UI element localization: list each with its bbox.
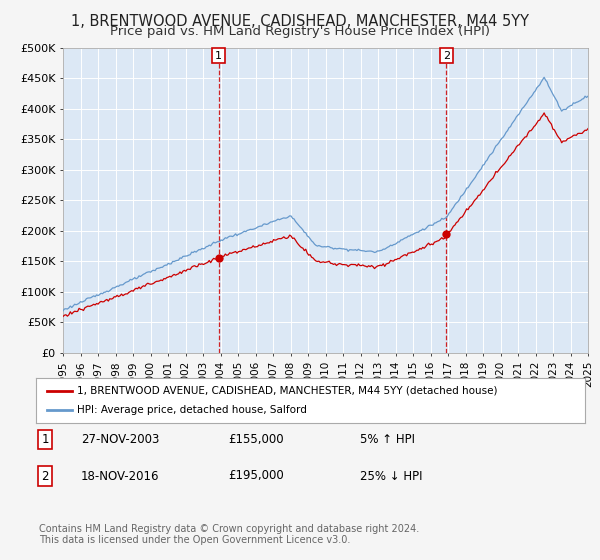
Text: 2: 2: [41, 469, 49, 483]
Text: 25% ↓ HPI: 25% ↓ HPI: [360, 469, 422, 483]
Text: £155,000: £155,000: [228, 433, 284, 446]
Text: 1, BRENTWOOD AVENUE, CADISHEAD, MANCHESTER, M44 5YY: 1, BRENTWOOD AVENUE, CADISHEAD, MANCHEST…: [71, 14, 529, 29]
Text: 2: 2: [443, 50, 450, 60]
Text: 1: 1: [215, 50, 222, 60]
Text: 5% ↑ HPI: 5% ↑ HPI: [360, 433, 415, 446]
Text: 18-NOV-2016: 18-NOV-2016: [81, 469, 160, 483]
Text: Contains HM Land Registry data © Crown copyright and database right 2024.
This d: Contains HM Land Registry data © Crown c…: [39, 524, 419, 545]
Text: 1, BRENTWOOD AVENUE, CADISHEAD, MANCHESTER, M44 5YY (detached house): 1, BRENTWOOD AVENUE, CADISHEAD, MANCHEST…: [77, 385, 497, 395]
Text: 27-NOV-2003: 27-NOV-2003: [81, 433, 160, 446]
Text: Price paid vs. HM Land Registry's House Price Index (HPI): Price paid vs. HM Land Registry's House …: [110, 25, 490, 38]
Text: £195,000: £195,000: [228, 469, 284, 483]
Text: HPI: Average price, detached house, Salford: HPI: Average price, detached house, Salf…: [77, 405, 307, 416]
Text: 1: 1: [41, 433, 49, 446]
